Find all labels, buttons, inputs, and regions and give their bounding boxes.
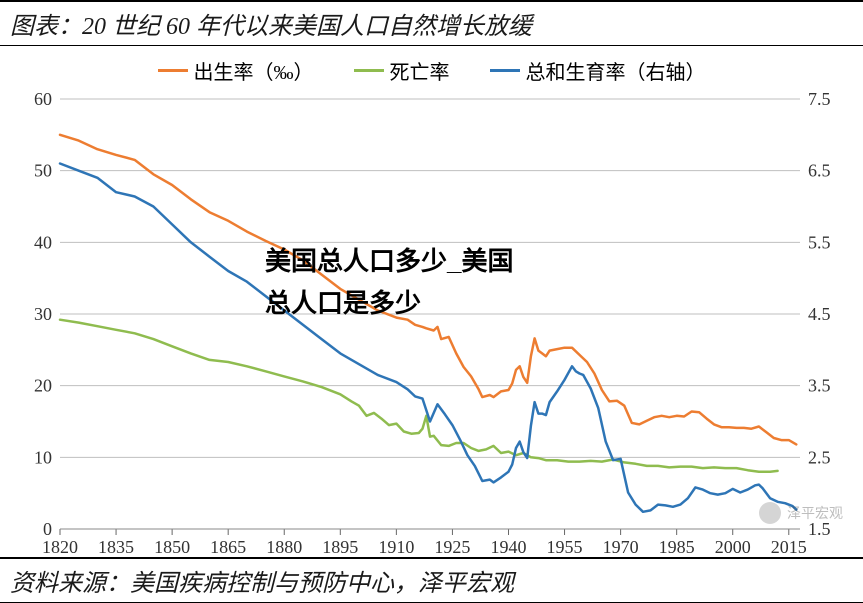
svg-text:0: 0 [43, 519, 52, 539]
legend-swatch [158, 69, 188, 72]
svg-text:7.5: 7.5 [808, 89, 831, 109]
svg-text:50: 50 [34, 161, 52, 181]
legend-label: 总和生育率（右轴） [526, 56, 706, 85]
legend-label: 死亡率 [390, 56, 450, 85]
line-chart: 01020304050601.52.53.54.55.56.57.5182018… [0, 89, 863, 569]
watermark-icon [759, 502, 781, 524]
svg-text:1955: 1955 [547, 537, 583, 557]
svg-text:1970: 1970 [603, 537, 639, 557]
svg-text:1925: 1925 [434, 537, 470, 557]
legend-label: 出生率（‰） [194, 56, 314, 85]
legend-item: 总和生育率（右轴） [490, 56, 706, 85]
legend: 出生率（‰） 死亡率 总和生育率（右轴） [0, 46, 863, 89]
watermark: 泽平宏观 [759, 502, 843, 524]
svg-text:1850: 1850 [154, 537, 190, 557]
svg-text:30: 30 [34, 304, 52, 324]
legend-item: 出生率（‰） [158, 56, 314, 85]
svg-text:2000: 2000 [715, 537, 751, 557]
svg-text:1880: 1880 [266, 537, 302, 557]
svg-text:40: 40 [34, 232, 52, 252]
svg-text:1910: 1910 [378, 537, 414, 557]
svg-text:1865: 1865 [210, 537, 246, 557]
chart-area: 出生率（‰）死亡率总和生育率（右轴） 01020304050601.52.53.… [0, 46, 863, 566]
legend-swatch [490, 69, 520, 72]
chart-source: 资料来源：美国疾病控制与预防中心，泽平宏观 [0, 557, 863, 603]
svg-text:1895: 1895 [322, 537, 358, 557]
watermark-text: 泽平宏观 [787, 503, 843, 523]
legend-item: 死亡率 [354, 56, 450, 85]
chart-title: 图表：20 世纪 60 年代以来美国人口自然增长放缓 [0, 0, 863, 46]
overlay-line-2: 总人口是多少 [265, 283, 513, 325]
svg-text:4.5: 4.5 [808, 304, 831, 324]
svg-text:60: 60 [34, 89, 52, 109]
overlay-line-1: 美国总人口多少_美国 [265, 241, 513, 283]
legend-swatch [354, 69, 384, 72]
overlay-text: 美国总人口多少_美国 总人口是多少 [265, 241, 513, 324]
svg-text:1985: 1985 [659, 537, 695, 557]
svg-text:5.5: 5.5 [808, 232, 831, 252]
svg-text:1940: 1940 [490, 537, 526, 557]
svg-text:1835: 1835 [98, 537, 134, 557]
svg-text:20: 20 [34, 376, 52, 396]
svg-text:3.5: 3.5 [808, 376, 831, 396]
svg-text:2.5: 2.5 [808, 447, 831, 467]
svg-text:1820: 1820 [42, 537, 78, 557]
svg-text:6.5: 6.5 [808, 161, 831, 181]
svg-text:2015: 2015 [771, 537, 807, 557]
svg-text:10: 10 [34, 447, 52, 467]
